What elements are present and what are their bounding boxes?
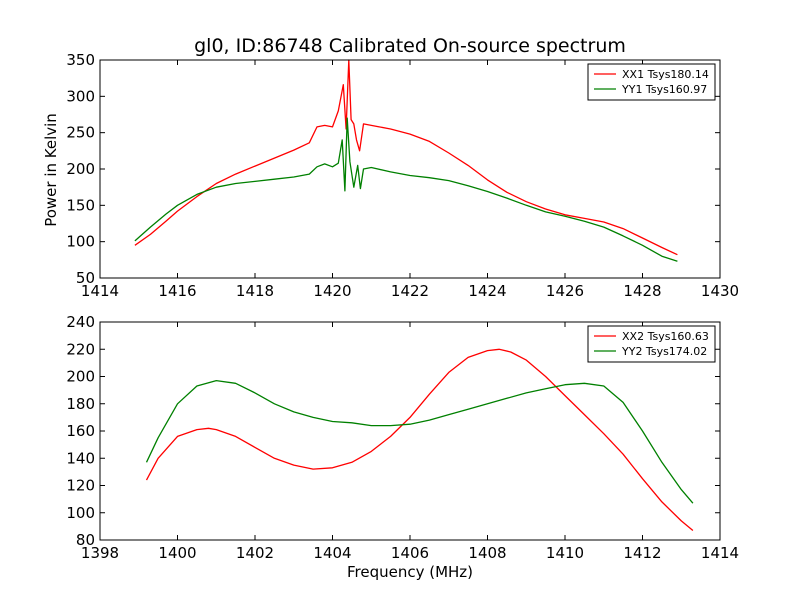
- y-tick-label: 140: [66, 449, 95, 467]
- x-tick-label: 1422: [391, 282, 429, 300]
- y-axis-label: Power in Kelvin: [42, 113, 60, 227]
- x-tick-label: 1400: [158, 544, 196, 562]
- legend: XX1 Tsys180.14 YY1 Tsys160.97: [588, 64, 715, 100]
- y-tick-label: 80: [76, 531, 95, 549]
- legend-label: YY1 Tsys160.97: [621, 83, 707, 96]
- legend-label: XX2 Tsys160.63: [622, 330, 709, 343]
- y-tick-label: 100: [66, 504, 95, 522]
- y-tick-label: 220: [66, 340, 95, 358]
- x-tick-label: 1424: [468, 282, 506, 300]
- legend: XX2 Tsys160.63 YY2 Tsys174.02: [588, 326, 715, 362]
- y-tick-label: 240: [66, 313, 95, 331]
- x-axis-label: Frequency (MHz): [347, 563, 473, 581]
- x-tick-label: 1412: [623, 544, 661, 562]
- y-tick-label: 120: [66, 477, 95, 495]
- x-tick-label: 1414: [701, 544, 739, 562]
- y-tick-label: 200: [66, 368, 95, 386]
- y-tick-label: 100: [66, 233, 95, 251]
- y-tick-label: 50: [76, 269, 95, 287]
- x-tick-label: 1408: [468, 544, 506, 562]
- y-tick-label: 180: [66, 395, 95, 413]
- x-tick-label: 1420: [313, 282, 351, 300]
- y-tick-label: 350: [66, 51, 95, 69]
- x-tick-label: 1410: [546, 544, 584, 562]
- x-tick-label: 1430: [701, 282, 739, 300]
- x-tick-label: 1406: [391, 544, 429, 562]
- legend-label: XX1 Tsys180.14: [622, 68, 709, 81]
- x-tick-label: 1426: [546, 282, 584, 300]
- y-tick-label: 160: [66, 422, 95, 440]
- y-tick-label: 150: [66, 196, 95, 214]
- x-tick-label: 1404: [313, 544, 351, 562]
- y-tick-label: 250: [66, 124, 95, 142]
- y-tick-label: 300: [66, 87, 95, 105]
- chart-title: gl0, ID:86748 Calibrated On-source spect…: [194, 35, 626, 57]
- y-tick-label: 200: [66, 160, 95, 178]
- x-tick-label: 1402: [236, 544, 274, 562]
- x-tick-label: 1428: [623, 282, 661, 300]
- x-tick-label: 1416: [158, 282, 196, 300]
- x-tick-label: 1418: [236, 282, 274, 300]
- legend-label: YY2 Tsys174.02: [621, 345, 707, 358]
